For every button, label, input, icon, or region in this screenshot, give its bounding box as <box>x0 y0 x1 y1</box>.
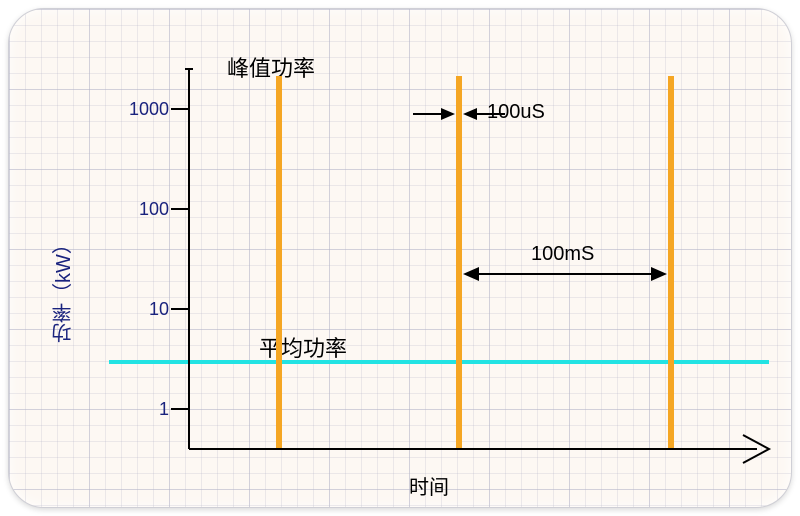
chart-card: 功率（kW） 1 10 100 1000 峰值功率 平均功率 时间 100uS … <box>8 8 792 508</box>
chart-svg <box>9 9 792 508</box>
dim-100ms <box>463 267 667 281</box>
